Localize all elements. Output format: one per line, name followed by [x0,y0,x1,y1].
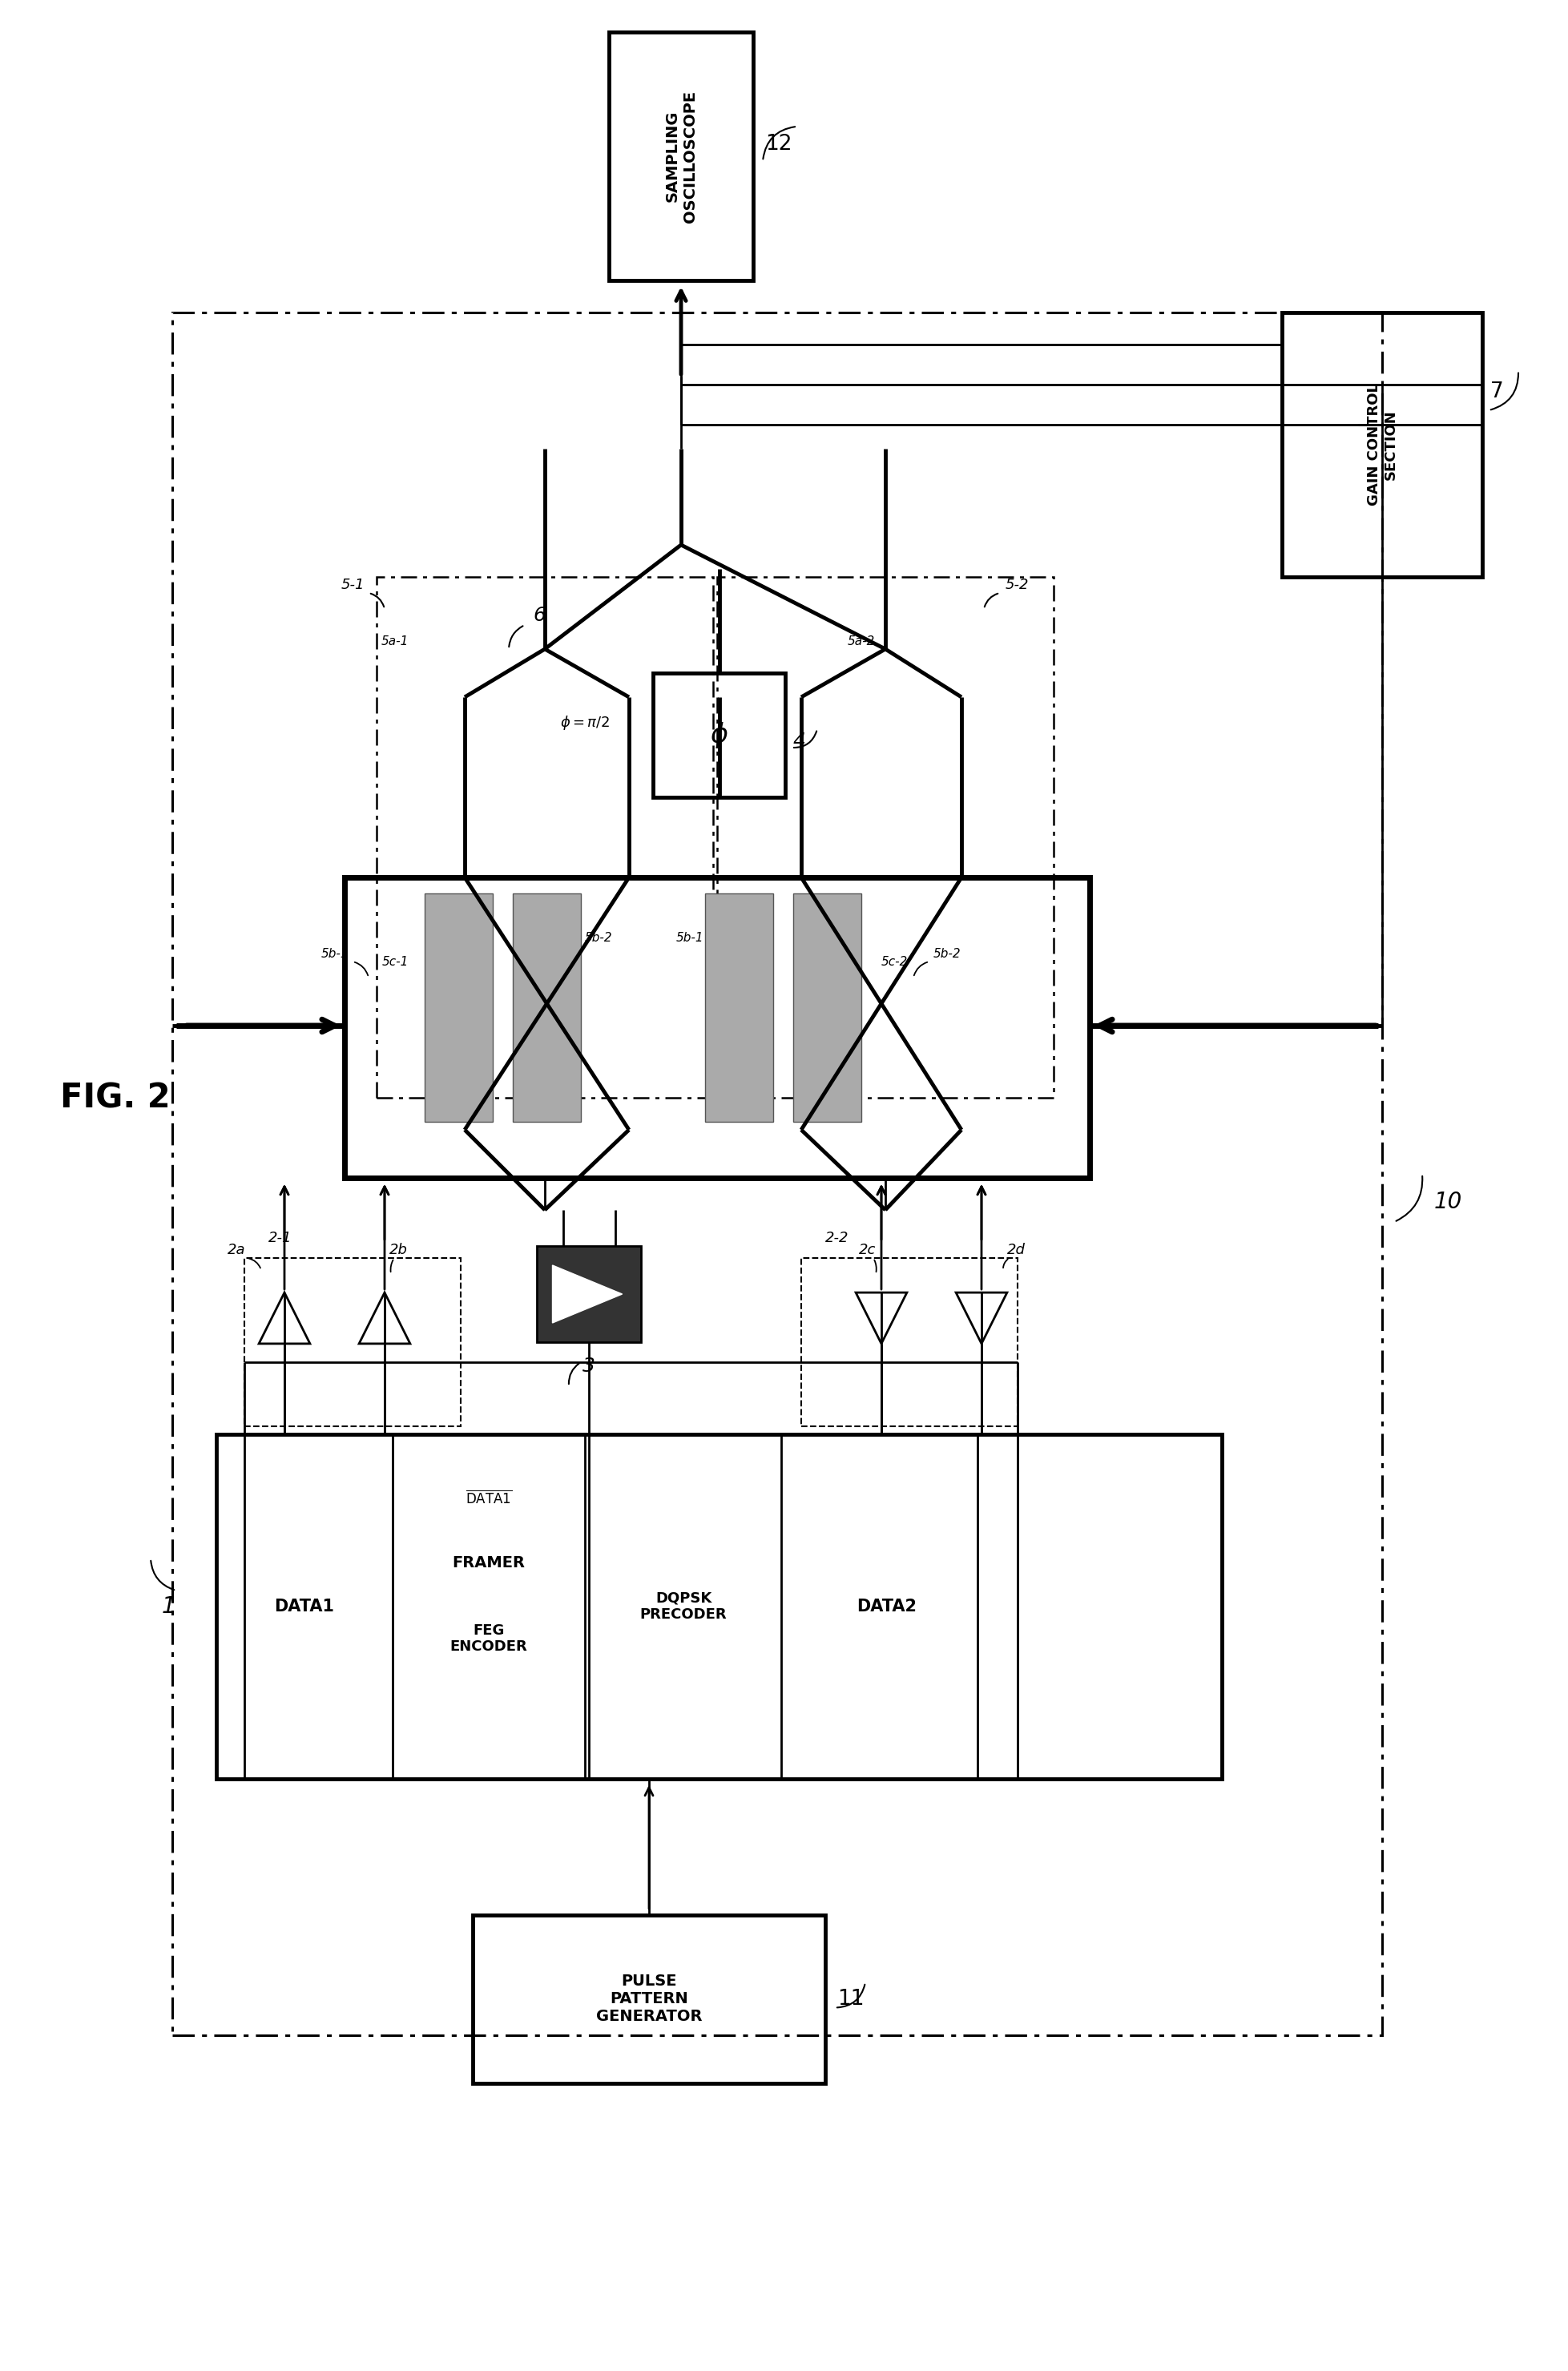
Text: 5b-2: 5b-2 [585,932,613,944]
Text: FIG. 2: FIG. 2 [60,1081,171,1114]
Text: 2-2: 2-2 [825,1231,848,1245]
Bar [793,894,861,1121]
Bar [172,313,1381,2034]
Bar [513,894,580,1121]
Text: 4: 4 [793,733,806,752]
Bar [536,1247,641,1342]
Bar [425,894,492,1121]
Text: 7: 7 [1490,382,1504,403]
Text: 2-1: 2-1 [268,1231,292,1245]
Bar [345,877,1090,1178]
Bar [706,894,773,1121]
Text: 5-2: 5-2 [1005,579,1029,593]
Text: 2b: 2b [389,1242,408,1257]
Text: 12: 12 [765,133,792,154]
Text: 5c-1: 5c-1 [383,956,409,967]
Text: 5b-1: 5b-1 [676,932,704,944]
Bar [472,1916,825,2084]
Text: DATA2: DATA2 [856,1598,917,1615]
Text: DATA1: DATA1 [274,1598,334,1615]
Text: 2c: 2c [859,1242,877,1257]
Text: 11: 11 [837,1989,864,2011]
Bar [1283,313,1482,576]
Text: $\phi = \pi/2$: $\phi = \pi/2$ [560,714,610,733]
Text: 6: 6 [533,605,546,626]
Text: GAIN CONTROL
SECTION: GAIN CONTROL SECTION [1367,384,1397,505]
Text: 5a-1: 5a-1 [381,635,409,647]
Text: $\overline{\rm DATA1}$: $\overline{\rm DATA1}$ [466,1489,513,1508]
Bar [376,576,713,1098]
Text: 2a: 2a [227,1242,245,1257]
Text: 3: 3 [583,1356,596,1375]
Polygon shape [552,1266,622,1323]
Text: 5-1: 5-1 [340,579,364,593]
Text: SAMPLING
OSCILLOSCOPE: SAMPLING OSCILLOSCOPE [665,90,698,223]
Text: 5b-2: 5b-2 [933,948,961,960]
Text: 5c-2: 5c-2 [881,956,908,967]
Text: 5b-1: 5b-1 [321,948,348,960]
Bar [801,1259,1018,1427]
Text: DQPSK
PRECODER: DQPSK PRECODER [640,1591,728,1622]
Text: 2d: 2d [1007,1242,1025,1257]
Bar [652,673,786,797]
Text: 10: 10 [1435,1190,1463,1214]
Bar [608,33,753,280]
Text: FRAMER: FRAMER [452,1555,525,1570]
Bar [216,1434,1221,1778]
Text: PULSE
PATTERN
GENERATOR: PULSE PATTERN GENERATOR [596,1975,702,2025]
Text: $\phi$: $\phi$ [710,721,728,749]
Text: FEG
ENCODER: FEG ENCODER [450,1624,527,1655]
Text: 1: 1 [162,1596,176,1617]
Text: 5a-2: 5a-2 [848,635,875,647]
Bar [245,1259,461,1427]
Bar [717,576,1054,1098]
